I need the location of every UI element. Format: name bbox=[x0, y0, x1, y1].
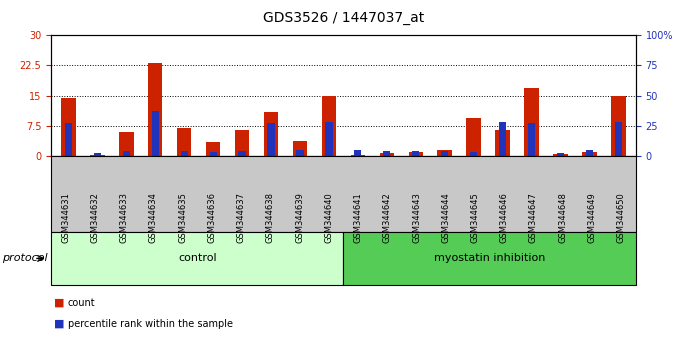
Text: GSM344636: GSM344636 bbox=[207, 192, 216, 243]
Text: GSM344647: GSM344647 bbox=[529, 192, 538, 243]
Text: protocol: protocol bbox=[2, 253, 48, 263]
Text: GSM344646: GSM344646 bbox=[500, 192, 509, 243]
Bar bbox=[409, 152, 423, 156]
Bar bbox=[615, 122, 622, 156]
Bar bbox=[235, 130, 250, 156]
Bar bbox=[379, 153, 394, 156]
Text: control: control bbox=[178, 253, 216, 263]
Text: GSM344643: GSM344643 bbox=[412, 192, 421, 243]
Bar bbox=[466, 118, 481, 156]
Bar bbox=[470, 152, 477, 156]
Text: GSM344640: GSM344640 bbox=[324, 192, 333, 243]
Bar bbox=[528, 123, 535, 156]
Bar bbox=[119, 132, 133, 156]
Text: GSM344638: GSM344638 bbox=[266, 192, 275, 243]
Text: GSM344633: GSM344633 bbox=[120, 192, 129, 243]
Bar bbox=[351, 155, 365, 156]
Bar bbox=[239, 151, 245, 156]
Text: GSM344648: GSM344648 bbox=[558, 192, 567, 243]
Bar bbox=[441, 151, 448, 156]
Bar bbox=[322, 96, 336, 156]
Text: GDS3526 / 1447037_at: GDS3526 / 1447037_at bbox=[262, 11, 424, 25]
Bar bbox=[557, 153, 564, 156]
Text: GSM344649: GSM344649 bbox=[588, 192, 596, 243]
Bar bbox=[437, 150, 452, 156]
Text: ■: ■ bbox=[54, 319, 65, 329]
Text: GSM344635: GSM344635 bbox=[178, 192, 187, 243]
Bar bbox=[296, 150, 303, 156]
Bar bbox=[611, 96, 626, 156]
Text: GSM344644: GSM344644 bbox=[441, 192, 450, 243]
Bar bbox=[177, 129, 191, 156]
Bar bbox=[412, 151, 420, 156]
Text: GSM344637: GSM344637 bbox=[237, 192, 245, 243]
Bar bbox=[90, 155, 105, 156]
Text: percentile rank within the sample: percentile rank within the sample bbox=[68, 319, 233, 329]
Bar bbox=[582, 152, 597, 156]
Bar bbox=[181, 151, 188, 156]
Bar bbox=[325, 122, 333, 156]
Text: GSM344650: GSM344650 bbox=[617, 192, 626, 243]
Text: ■: ■ bbox=[54, 298, 65, 308]
Bar bbox=[148, 63, 163, 156]
Bar bbox=[524, 87, 539, 156]
Bar bbox=[267, 123, 275, 156]
Bar bbox=[209, 152, 217, 156]
Text: myostatin inhibition: myostatin inhibition bbox=[434, 253, 545, 263]
Text: count: count bbox=[68, 298, 96, 308]
Text: GSM344645: GSM344645 bbox=[471, 192, 479, 243]
Bar bbox=[264, 112, 278, 156]
Bar bbox=[94, 153, 101, 156]
Text: GSM344631: GSM344631 bbox=[61, 192, 70, 243]
Bar bbox=[292, 141, 307, 156]
Bar bbox=[586, 150, 593, 156]
Text: GSM344639: GSM344639 bbox=[295, 192, 304, 243]
Bar bbox=[122, 151, 130, 156]
Bar bbox=[61, 98, 75, 156]
Text: GSM344634: GSM344634 bbox=[149, 192, 158, 243]
Text: GSM344632: GSM344632 bbox=[90, 192, 99, 243]
Bar bbox=[499, 122, 506, 156]
Bar bbox=[384, 151, 390, 156]
Bar bbox=[496, 130, 510, 156]
Bar bbox=[206, 142, 220, 156]
Text: GSM344641: GSM344641 bbox=[354, 192, 362, 243]
Bar bbox=[554, 154, 568, 156]
Bar bbox=[65, 123, 72, 156]
Bar bbox=[152, 111, 159, 156]
Text: GSM344642: GSM344642 bbox=[383, 192, 392, 243]
Bar bbox=[354, 150, 362, 156]
